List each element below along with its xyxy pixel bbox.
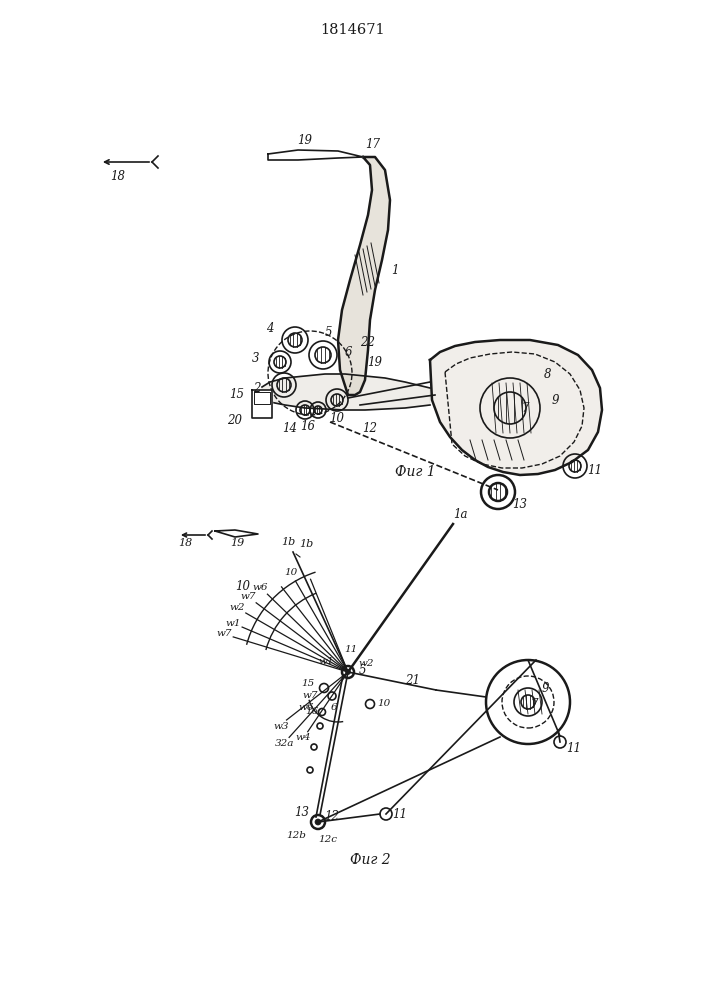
Text: 16: 16 (305, 708, 319, 716)
Text: 22: 22 (361, 336, 375, 350)
Text: 1b: 1b (299, 539, 313, 549)
Text: 10: 10 (235, 580, 250, 593)
Polygon shape (338, 157, 390, 395)
Text: 13: 13 (295, 806, 310, 818)
Text: 1b: 1b (281, 537, 295, 547)
Text: 1814671: 1814671 (321, 23, 385, 37)
Text: 11: 11 (588, 464, 602, 477)
Text: 17: 17 (366, 137, 380, 150)
Text: 15: 15 (301, 680, 315, 688)
Text: w3: w3 (274, 722, 289, 731)
Text: 11: 11 (566, 742, 581, 754)
Text: Фиг 2: Фиг 2 (350, 853, 390, 867)
Text: 3: 3 (252, 352, 259, 364)
Text: w1: w1 (318, 658, 334, 666)
Text: 16: 16 (300, 420, 315, 434)
Text: 15: 15 (230, 388, 245, 401)
Polygon shape (268, 150, 363, 160)
Text: 1: 1 (391, 263, 399, 276)
Polygon shape (215, 530, 258, 537)
Text: 8: 8 (544, 368, 551, 381)
Text: 6: 6 (331, 704, 337, 712)
Text: w7: w7 (216, 629, 231, 638)
Polygon shape (430, 340, 602, 475)
Text: 12c: 12c (318, 836, 337, 844)
Text: 32a: 32a (274, 739, 294, 748)
Text: 11: 11 (344, 646, 358, 654)
Text: 9: 9 (551, 393, 559, 406)
Polygon shape (262, 374, 430, 410)
Text: 19: 19 (368, 356, 382, 368)
Text: 19: 19 (230, 538, 244, 548)
Text: 7: 7 (530, 698, 538, 710)
Text: 1a: 1a (452, 508, 467, 520)
Text: 12: 12 (363, 422, 378, 434)
Text: 18: 18 (178, 538, 192, 548)
Polygon shape (252, 390, 272, 418)
Text: 12: 12 (325, 810, 339, 822)
Text: 4: 4 (267, 322, 274, 334)
Text: 12b: 12b (286, 832, 306, 840)
Circle shape (346, 670, 351, 674)
Text: w7: w7 (240, 592, 256, 601)
Text: 20: 20 (228, 414, 243, 426)
Text: 6: 6 (344, 346, 352, 359)
Text: 18: 18 (110, 169, 126, 182)
Text: 10: 10 (329, 412, 344, 424)
Text: 13: 13 (513, 497, 527, 510)
Text: w6: w6 (252, 583, 268, 592)
Text: 5: 5 (358, 664, 366, 676)
Text: w7: w7 (303, 692, 317, 700)
Text: Фиг 1: Фиг 1 (395, 465, 436, 479)
Text: 11: 11 (392, 808, 407, 820)
Text: 10: 10 (378, 700, 391, 708)
Text: 21: 21 (406, 674, 421, 686)
Text: w1: w1 (226, 619, 240, 628)
Text: 9: 9 (542, 682, 549, 694)
Circle shape (315, 819, 321, 825)
Text: 19: 19 (298, 133, 312, 146)
Text: 14: 14 (283, 422, 298, 434)
Text: w4: w4 (295, 733, 310, 742)
Text: 7: 7 (521, 401, 529, 414)
Text: 10: 10 (284, 568, 297, 577)
Text: 5: 5 (325, 326, 332, 338)
Text: w6: w6 (298, 704, 314, 712)
Text: 2: 2 (253, 381, 261, 394)
Text: w2: w2 (229, 603, 245, 612)
Text: w2: w2 (358, 660, 374, 668)
